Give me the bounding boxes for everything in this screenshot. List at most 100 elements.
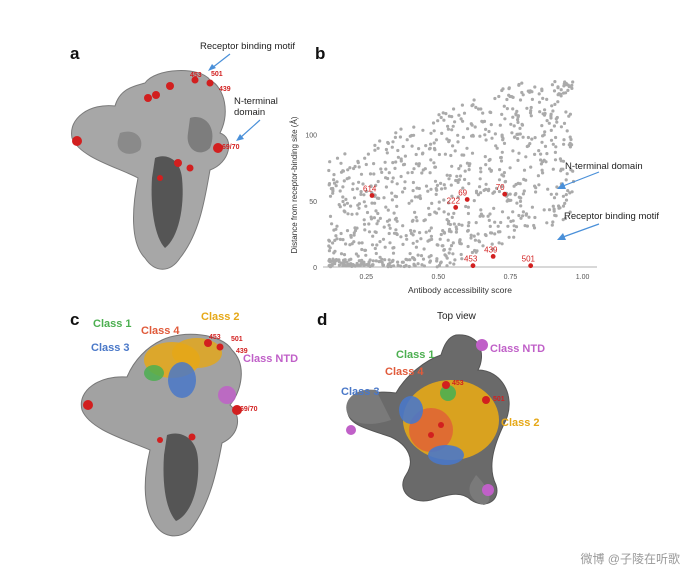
scatter-point: [413, 210, 417, 214]
scatter-point: [442, 210, 446, 214]
scatter-point: [427, 213, 431, 217]
scatter-point: [349, 257, 353, 261]
scatter-point: [339, 231, 343, 236]
scatter-point: [411, 218, 415, 222]
scatter-point: [543, 108, 547, 112]
scatter-point: [428, 238, 432, 242]
scatter-point: [479, 166, 483, 170]
scatter-point: [327, 259, 331, 263]
scatter-point: [349, 204, 353, 208]
scatter-point: [369, 184, 373, 188]
scatter-point: [495, 146, 499, 150]
scatter-point: [387, 231, 391, 236]
scatter-point: [416, 195, 420, 199]
scatter-point: [401, 224, 405, 228]
scatter-point: [494, 144, 498, 148]
scatter-point: [449, 153, 453, 158]
scatter-point: [444, 112, 448, 116]
scatter-point: [555, 120, 559, 124]
scatter-point: [408, 134, 412, 138]
scatter-point: [352, 231, 356, 235]
scatter-point: [408, 258, 412, 262]
scatter-point: [566, 189, 570, 193]
scatter-point: [460, 223, 464, 227]
scatter-point: [499, 159, 504, 163]
scatter-point: [516, 120, 520, 124]
scatter-point: [401, 242, 405, 246]
scatter-point: [561, 204, 566, 208]
scatter-point: [429, 142, 433, 146]
scatter-point: [507, 235, 511, 239]
scatter-point: [400, 260, 404, 264]
scatter-point: [444, 254, 448, 258]
scatter-point: [445, 137, 449, 141]
scatter-point: [344, 242, 348, 246]
scatter-point: [567, 114, 571, 118]
scatter-point: [451, 252, 455, 256]
panel-a-res-453: 453: [190, 72, 202, 79]
scatter-point: [334, 234, 338, 238]
scatter-point: [442, 198, 446, 202]
scatter-point: [558, 157, 562, 161]
y-tick-label: 100: [305, 133, 317, 140]
scatter-point: [545, 97, 549, 101]
scatter-point: [541, 171, 545, 175]
scatter-point: [357, 180, 361, 184]
scatter-point: [530, 137, 534, 141]
panel-b-letter: b: [315, 44, 326, 63]
scatter-point: [498, 168, 502, 172]
scatter-point: [463, 177, 467, 182]
scatter-point: [459, 164, 463, 168]
scatter-point: [396, 260, 400, 264]
scatter-point: [412, 262, 416, 266]
scatter-point: [382, 196, 386, 200]
scatter-point: [414, 152, 418, 157]
scatter-point: [374, 251, 378, 256]
scatter-point: [399, 127, 403, 131]
scatter-point: [503, 180, 507, 184]
scatter-point: [374, 230, 378, 234]
scatter-point: [461, 186, 465, 190]
scatter-point: [390, 198, 394, 202]
scatter-point: [332, 173, 336, 177]
scatter-point: [484, 182, 488, 186]
scatter-point: [393, 194, 397, 198]
scatter-point: [327, 264, 331, 268]
highlighted-point-69: [464, 197, 470, 202]
scatter-point: [429, 187, 433, 191]
scatter-point: [522, 177, 526, 181]
panel-d-class-ntd: Class NTD: [490, 343, 546, 355]
scatter-point: [364, 162, 368, 167]
scatter-point: [562, 138, 566, 142]
scatter-point: [367, 263, 371, 267]
scatter-point: [421, 128, 425, 132]
arrow-icon: [557, 171, 600, 189]
scatter-point: [478, 177, 482, 181]
scatter-point: [541, 160, 545, 164]
scatter-point: [343, 210, 347, 214]
panel-c-class-ntd: Class NTD: [243, 353, 299, 365]
scatter-point: [457, 167, 461, 171]
scatter-point: [511, 210, 515, 214]
scatter-point: [478, 185, 482, 189]
scatter-point: [342, 179, 346, 183]
scatter-point: [448, 261, 452, 265]
scatter-point: [471, 133, 475, 137]
scatter-point: [339, 161, 343, 165]
scatter-point: [342, 261, 346, 265]
scatter-point: [364, 253, 368, 257]
scatter-point: [483, 133, 487, 137]
scatter-point: [376, 211, 380, 216]
scatter-point: [364, 189, 368, 193]
scatter-point: [449, 183, 453, 187]
scatter-point: [433, 210, 437, 214]
scatter-point: [568, 135, 572, 139]
scatter-point: [488, 212, 492, 216]
scatter-point: [489, 168, 493, 173]
scatter-point: [520, 81, 524, 85]
scatter-point: [500, 112, 504, 116]
scatter-point: [550, 104, 554, 108]
panel-a-letter: a: [70, 44, 80, 63]
scatter-point: [437, 200, 441, 204]
scatter-point: [557, 92, 561, 96]
